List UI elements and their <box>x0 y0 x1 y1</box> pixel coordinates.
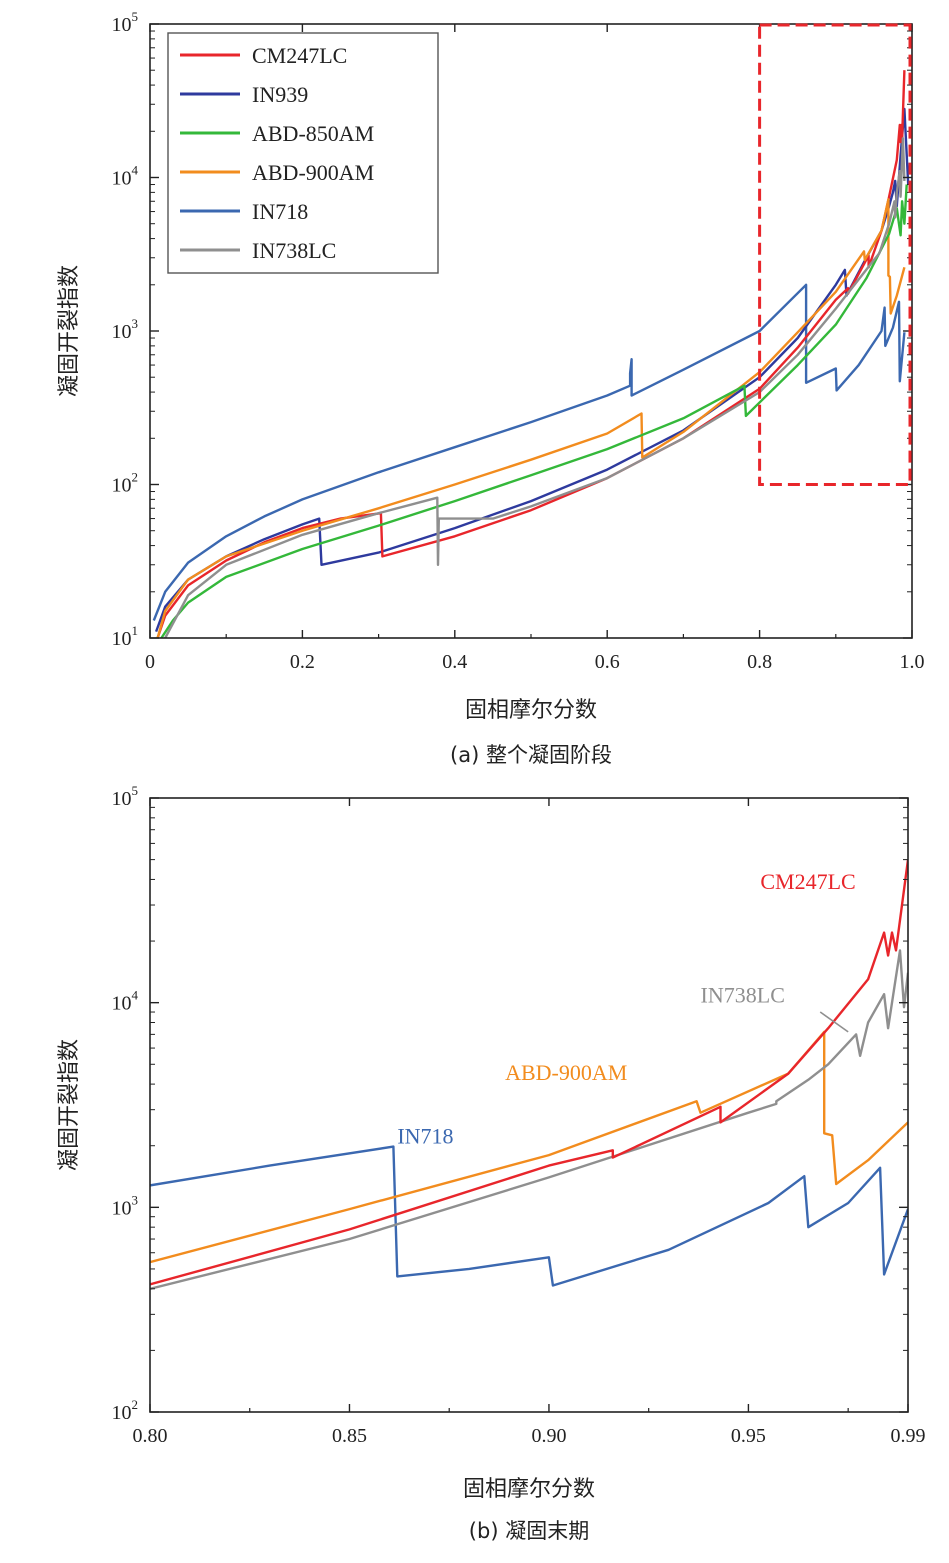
series-line-abd-900am <box>156 198 906 638</box>
legend: CM247LC IN939 ABD-850AM ABD-900AM IN718 IN738… <box>167 32 439 274</box>
x-axis-label-a: 固相摩尔分数 <box>465 698 597 723</box>
plot-area-b <box>149 797 909 1413</box>
series-line-cm247lc <box>156 70 906 638</box>
x-tick-label: 1.0 <box>900 651 925 673</box>
x-axis-label-b: 固相摩尔分数 <box>463 1477 595 1502</box>
y-tick-label: 103 <box>112 316 139 343</box>
x-tick-label: 0.80 <box>133 1425 168 1447</box>
caption-b: (b) 凝固末期 <box>469 1519 589 1543</box>
y-axis-label-a: 凝固开裂指数 <box>57 265 82 397</box>
legend-label-in718: IN718 <box>252 199 308 224</box>
x-tick-label: 0.95 <box>731 1425 766 1447</box>
y-axis-label-b: 凝固开裂指数 <box>57 1039 82 1171</box>
x-tick-label: 0.4 <box>442 651 467 673</box>
x-tick-label: 0.99 <box>891 1425 926 1447</box>
series-line-cm247lc <box>150 859 908 1286</box>
y-tick-label: 105 <box>112 783 139 810</box>
x-tick-label: 0.8 <box>747 651 772 673</box>
x-tick-label: 0 <box>145 651 155 673</box>
series-line-in738lc <box>164 137 906 638</box>
y-tick-label: 101 <box>112 623 139 650</box>
x-tick-label: 0.90 <box>531 1425 566 1447</box>
y-tick-label: 102 <box>112 1397 139 1424</box>
caption-a: (a) 整个凝固阶段 <box>450 743 612 767</box>
x-tick-label: 0.2 <box>290 651 315 673</box>
y-tick-label: 102 <box>112 470 139 497</box>
annotation-in718: IN718 <box>397 1124 453 1149</box>
y-tick-label: 105 <box>112 9 139 36</box>
y-tick-label: 104 <box>112 988 139 1015</box>
zoom-region-box <box>758 23 912 486</box>
legend-label-in738lc: IN738LC <box>252 238 336 263</box>
series-line-in718 <box>150 1145 908 1287</box>
panel-b: 0.80 0.85 0.90 0.95 0.99 102 103 104 105 CM247LC… <box>57 783 926 1543</box>
series-line-in738lc <box>150 949 908 1290</box>
legend-label-abd-850am: ABD-850AM <box>252 121 374 146</box>
annotation-leader-in738lc <box>819 1011 849 1033</box>
annotation-in738lc: IN738LC <box>701 983 785 1008</box>
y-tick-label: 103 <box>112 1192 139 1219</box>
annotation-abd-900am: ABD-900AM <box>505 1060 627 1085</box>
panel-a: 0 0.2 0.4 0.6 0.8 1.0 101 102 103 104 105 CM247LC I… <box>57 9 925 767</box>
legend-label-cm247lc: CM247LC <box>252 43 347 68</box>
series-line-abd-850am <box>160 184 908 638</box>
series-line-in718 <box>152 283 906 621</box>
legend-label-abd-900am: ABD-900AM <box>252 160 374 185</box>
x-tick-label: 0.85 <box>332 1425 367 1447</box>
x-tick-label: 0.6 <box>595 651 620 673</box>
legend-label-in939: IN939 <box>252 82 308 107</box>
legend-box <box>167 32 439 274</box>
y-tick-label: 104 <box>112 163 139 190</box>
annotation-cm247lc: CM247LC <box>760 869 855 894</box>
